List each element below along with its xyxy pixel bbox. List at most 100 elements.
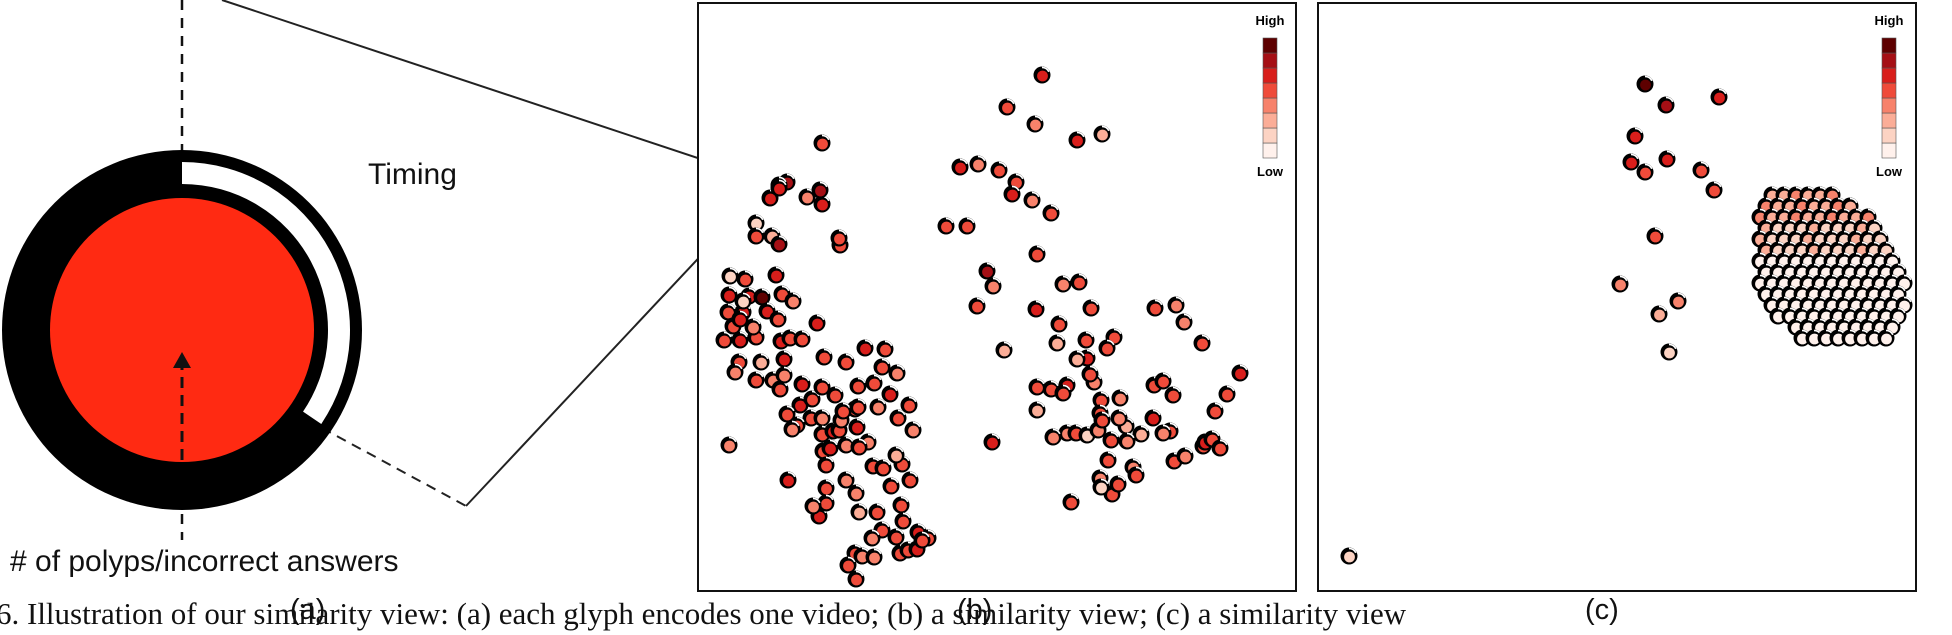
video-glyph-fill (815, 185, 826, 197)
video-glyph-timing (1226, 385, 1235, 392)
video-glyph-timing (1184, 447, 1193, 454)
video-glyph-timing (787, 471, 796, 478)
legend-swatch (1881, 67, 1897, 84)
video-glyph-fill (1002, 102, 1013, 114)
video-glyph-fill (853, 381, 864, 393)
video-glyph-timing (908, 396, 917, 403)
video-glyph-fill (775, 384, 786, 396)
video-glyph-timing (783, 366, 792, 373)
video-glyph-fill (774, 239, 785, 251)
video-glyph-fill (723, 307, 734, 319)
video-glyph-timing (796, 416, 805, 423)
video-glyph-fill (1097, 415, 1108, 427)
video-glyph-fill (1058, 388, 1069, 400)
legend-swatch (1262, 67, 1278, 84)
video-glyph-timing (783, 350, 792, 357)
video-glyph-fill (999, 345, 1010, 357)
video-glyph-timing (771, 227, 780, 234)
video-glyph-fill (719, 335, 730, 347)
video-glyph-timing (1658, 305, 1667, 312)
video-glyph-fill (1046, 384, 1057, 396)
video-glyph-timing (890, 477, 899, 484)
video-glyph-fill (1096, 482, 1107, 494)
video-glyph-timing (1713, 181, 1722, 188)
video-glyph-fill (982, 266, 993, 278)
video-glyph-fill (1654, 309, 1665, 321)
video-glyph-fill (1122, 436, 1133, 448)
video-glyph-timing (1086, 349, 1095, 356)
video-glyph-timing (1006, 98, 1015, 105)
legend-swatch (1881, 127, 1897, 144)
video-glyph-fill (782, 409, 793, 421)
video-glyph-fill (1857, 333, 1868, 345)
video-glyph-timing (816, 314, 825, 321)
video-glyph-fill (724, 440, 735, 452)
video-glyph-timing (1897, 263, 1906, 270)
video-glyph-timing (1162, 424, 1171, 431)
video-glyph-timing (834, 386, 843, 393)
video-glyph-fill (771, 270, 782, 282)
video-glyph-fill (891, 450, 902, 462)
video-glyph-timing (858, 438, 867, 445)
video-glyph-fill (1114, 413, 1125, 425)
video-glyph-fill (1640, 167, 1651, 179)
video-glyph-timing (917, 523, 926, 530)
video-glyph-timing (755, 371, 764, 378)
video-glyph-timing (976, 297, 985, 304)
video-glyph-timing (1162, 372, 1171, 379)
video-glyph-fill (808, 501, 819, 513)
video-glyph-fill (838, 406, 849, 418)
panel-b-legend: High Low (1256, 13, 1285, 179)
video-glyph-fill (1072, 354, 1083, 366)
video-glyph-timing (1214, 402, 1223, 409)
video-glyph-fill (819, 352, 830, 364)
video-glyph-timing (825, 479, 834, 486)
video-glyph-timing (847, 556, 856, 563)
video-glyph-fill (1074, 277, 1085, 289)
video-glyph-fill (787, 424, 798, 436)
video-glyph-timing (873, 374, 882, 381)
video-glyph-fill (1797, 333, 1808, 345)
video-glyph-fill (779, 354, 790, 366)
video-glyph-fill (873, 402, 884, 414)
video-glyph-timing (792, 292, 801, 299)
video-glyph-fill (751, 218, 762, 230)
video-glyph-timing (858, 503, 867, 510)
video-glyph-timing (1107, 451, 1116, 458)
video-glyph-timing (781, 285, 790, 292)
video-glyph-timing (821, 378, 830, 385)
video-glyph-timing (801, 330, 810, 337)
polyp-count-label: # of polyps/incorrect answers (10, 545, 399, 578)
panel-c-label: (c) (1585, 594, 1619, 626)
video-glyph-timing (1076, 350, 1085, 357)
video-glyph-fill (812, 318, 823, 330)
video-glyph-fill (1709, 185, 1720, 197)
video-glyph-timing (1126, 432, 1135, 439)
video-glyph-fill (1714, 92, 1725, 104)
video-glyph-fill (834, 233, 845, 245)
video-glyph-fill (783, 475, 794, 487)
video-glyph-timing (1831, 186, 1840, 193)
video-glyph-fill (1650, 231, 1661, 243)
video-glyph-fill (773, 314, 784, 326)
video-glyph-fill (1640, 79, 1651, 91)
video-glyph-fill (1113, 479, 1124, 491)
video-glyph-fill (1048, 432, 1059, 444)
video-glyph-fill (955, 162, 966, 174)
video-glyph-timing (966, 217, 975, 224)
video-glyph-timing (825, 494, 834, 501)
video-glyph-fill (1833, 333, 1844, 345)
legend-swatch (1881, 37, 1897, 54)
video-glyph-timing (1035, 300, 1044, 307)
video-glyph-timing (881, 521, 890, 528)
video-glyph-fill (1845, 333, 1856, 345)
legend-swatch (1262, 82, 1278, 99)
video-glyph-timing (723, 331, 732, 338)
video-glyph-fill (877, 362, 888, 374)
video-glyph-timing (1152, 409, 1161, 416)
video-glyph-fill (1222, 389, 1233, 401)
video-glyph-fill (762, 306, 773, 318)
panel-c-dots (1340, 75, 1913, 565)
video-glyph-timing (1099, 404, 1108, 411)
